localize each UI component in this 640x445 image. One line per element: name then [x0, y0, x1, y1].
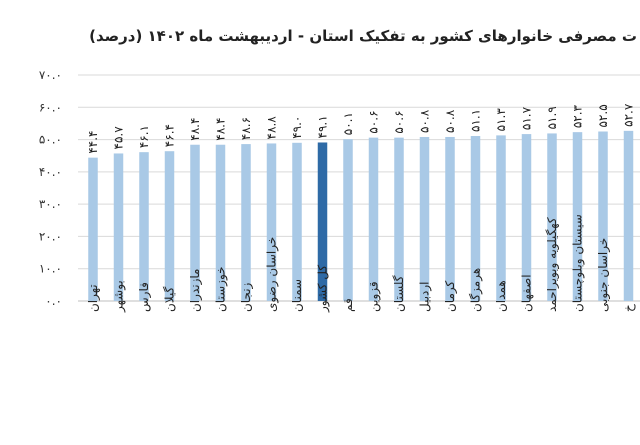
bar	[266, 143, 277, 301]
category-label: گلستان	[392, 275, 406, 312]
y-tick-label: ۳۰.۰	[39, 197, 62, 211]
category-label: همدان	[494, 280, 508, 312]
bar	[368, 137, 379, 301]
category-label: خ	[622, 304, 636, 312]
bar	[394, 137, 404, 301]
bar	[88, 157, 98, 301]
category-label: اردبیل	[418, 281, 433, 312]
category-label: هرمزگان	[469, 268, 484, 312]
value-label: ۴۸.۶	[239, 117, 253, 140]
category-label: سیستان وبلوچستان	[571, 214, 586, 312]
value-label: ۴۹.۱	[316, 115, 330, 138]
value-label: ۴۵.۷	[112, 126, 126, 150]
bar	[572, 132, 583, 301]
bar	[470, 136, 481, 301]
category-label: کل کشور	[316, 265, 331, 313]
bar	[343, 139, 353, 301]
y-tick-label: ۷۰.۰	[39, 68, 62, 82]
value-label: ۵۲.۳	[571, 104, 585, 128]
category-label: تهران	[86, 284, 101, 312]
category-label: کرمان	[443, 280, 458, 312]
value-label: ۵۰.۶	[392, 110, 406, 133]
bar	[241, 144, 251, 301]
category-label: سمنان	[290, 279, 304, 312]
y-tick-label: ۶۰.۰	[39, 100, 62, 114]
y-tick-label: ۴۰.۰	[39, 165, 62, 179]
bar	[292, 142, 302, 301]
category-label: خوزستان	[214, 266, 229, 312]
value-label: ۴۹.۰	[290, 116, 304, 139]
y-tick-label: ۵۰.۰	[39, 133, 62, 147]
value-label: ۵۰.۸	[443, 109, 457, 133]
category-label: اصفهان	[520, 274, 534, 312]
value-label: ۵۱.۳	[494, 108, 508, 132]
value-label: ۵۲.۵	[596, 104, 610, 127]
value-label: ۵۰.۱	[341, 112, 355, 135]
category-label: خراسان رضوی	[265, 237, 280, 312]
bar	[190, 144, 200, 301]
bar	[521, 134, 532, 301]
value-label: ۵۱.۱	[469, 109, 483, 132]
bar	[598, 131, 608, 301]
category-label: بوشهر	[112, 280, 127, 313]
category-labels: تهران بوشهر فارس گیلان مازندران خوزستان زنجان خ…	[86, 214, 636, 313]
category-label: مازندران	[188, 269, 203, 312]
bars	[88, 130, 634, 301]
value-label: ۴۶.۴	[163, 124, 177, 147]
bar	[445, 136, 455, 301]
value-label: ۴۶.۱	[137, 125, 151, 148]
bar	[419, 136, 430, 301]
y-tick-label: ۲۰.۰	[39, 229, 62, 243]
value-label: ۵۲.۷	[622, 103, 636, 127]
value-label: ۵۰.۸	[418, 109, 432, 133]
bar	[496, 135, 506, 301]
value-label: ۵۱.۹	[545, 106, 559, 129]
chart-title: ت مصرفی خانوارهای کشور به تفکیک استان - …	[89, 27, 637, 45]
bar-highlight	[317, 142, 328, 301]
bar	[623, 130, 634, 301]
value-label: ۵۱.۷	[520, 106, 534, 130]
category-label: کهگیلویه وبویراحمد	[545, 217, 560, 312]
value-label: ۴۸.۸	[265, 116, 279, 140]
category-label: خراسان جنوبی	[596, 238, 611, 312]
bar	[215, 144, 226, 301]
category-label: قزوین	[367, 281, 382, 312]
y-tick-label: ۰.۰	[45, 294, 62, 308]
category-label: گیلان	[163, 286, 177, 312]
value-label: ۴۸.۴	[188, 118, 202, 141]
value-label: ۵۰.۶	[367, 110, 381, 133]
value-label: ۴۸.۴	[214, 118, 228, 141]
bar	[547, 133, 557, 301]
bar	[139, 152, 149, 301]
bar	[113, 153, 124, 301]
y-tick-label: ۱۰.۰	[39, 262, 62, 276]
value-label: ۴۴.۴	[86, 130, 100, 153]
y-axis: ۰.۰ ۱۰.۰ ۲۰.۰ ۳۰.۰ ۴۰.۰ ۵۰.۰ ۶۰.۰ ۷۰.۰	[39, 68, 62, 308]
category-label: فارس	[137, 282, 152, 312]
value-labels: ۴۴.۴ ۴۵.۷ ۴۶.۱ ۴۶.۴ ۴۸.۴ ۴۸.۴ ۴۸.۶ ۴۸.۸ ۴۹.۰ ۴۹.۱…	[86, 103, 636, 154]
category-label: قم	[341, 298, 355, 312]
category-label: زنجان	[239, 282, 254, 312]
bar	[164, 151, 175, 301]
